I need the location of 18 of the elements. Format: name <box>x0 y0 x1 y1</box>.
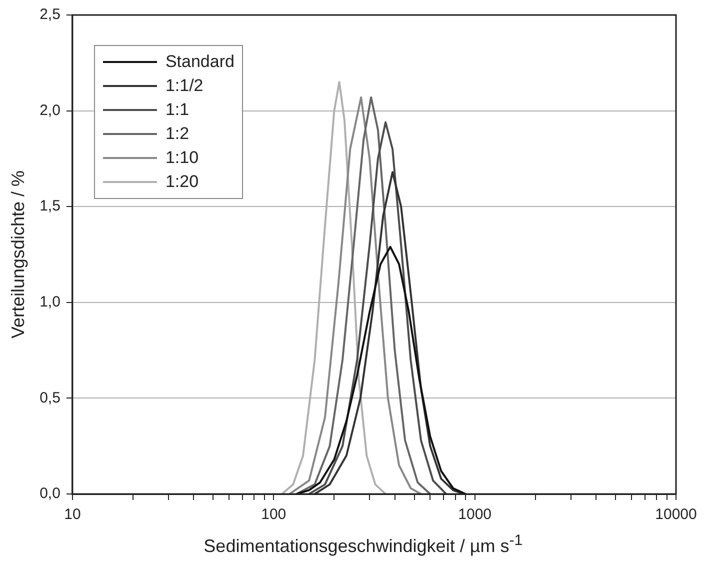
legend-label: Standard <box>165 52 234 72</box>
x-tick-label: 100 <box>261 506 286 524</box>
legend-label: 1:10 <box>165 148 199 168</box>
y-tick-label: 1,5 <box>40 198 60 215</box>
x-axis-title: Sedimentationsgeschwindigkeit / µm s$^{-1}$ <box>202 532 524 557</box>
y-axis-title: Verteilungsdichte / % <box>8 170 28 339</box>
y-tick-label: 1,0 <box>40 294 60 311</box>
legend-label: 1:1 <box>165 100 190 120</box>
legend-label: 1:20 <box>165 172 199 192</box>
x-tick-label: 10 <box>64 506 81 524</box>
legend-label: 1:2 <box>165 124 190 144</box>
y-tick-label: 0,5 <box>40 389 60 406</box>
y-tick-label: 2,5 <box>40 6 60 24</box>
x-tick-label: 10000 <box>655 506 697 524</box>
legend-label: 1:1/2 <box>165 76 204 96</box>
y-tick-label: 2,0 <box>40 102 60 119</box>
y-tick-label: 0,0 <box>40 485 60 502</box>
x-tick-label: 1000 <box>458 506 492 524</box>
